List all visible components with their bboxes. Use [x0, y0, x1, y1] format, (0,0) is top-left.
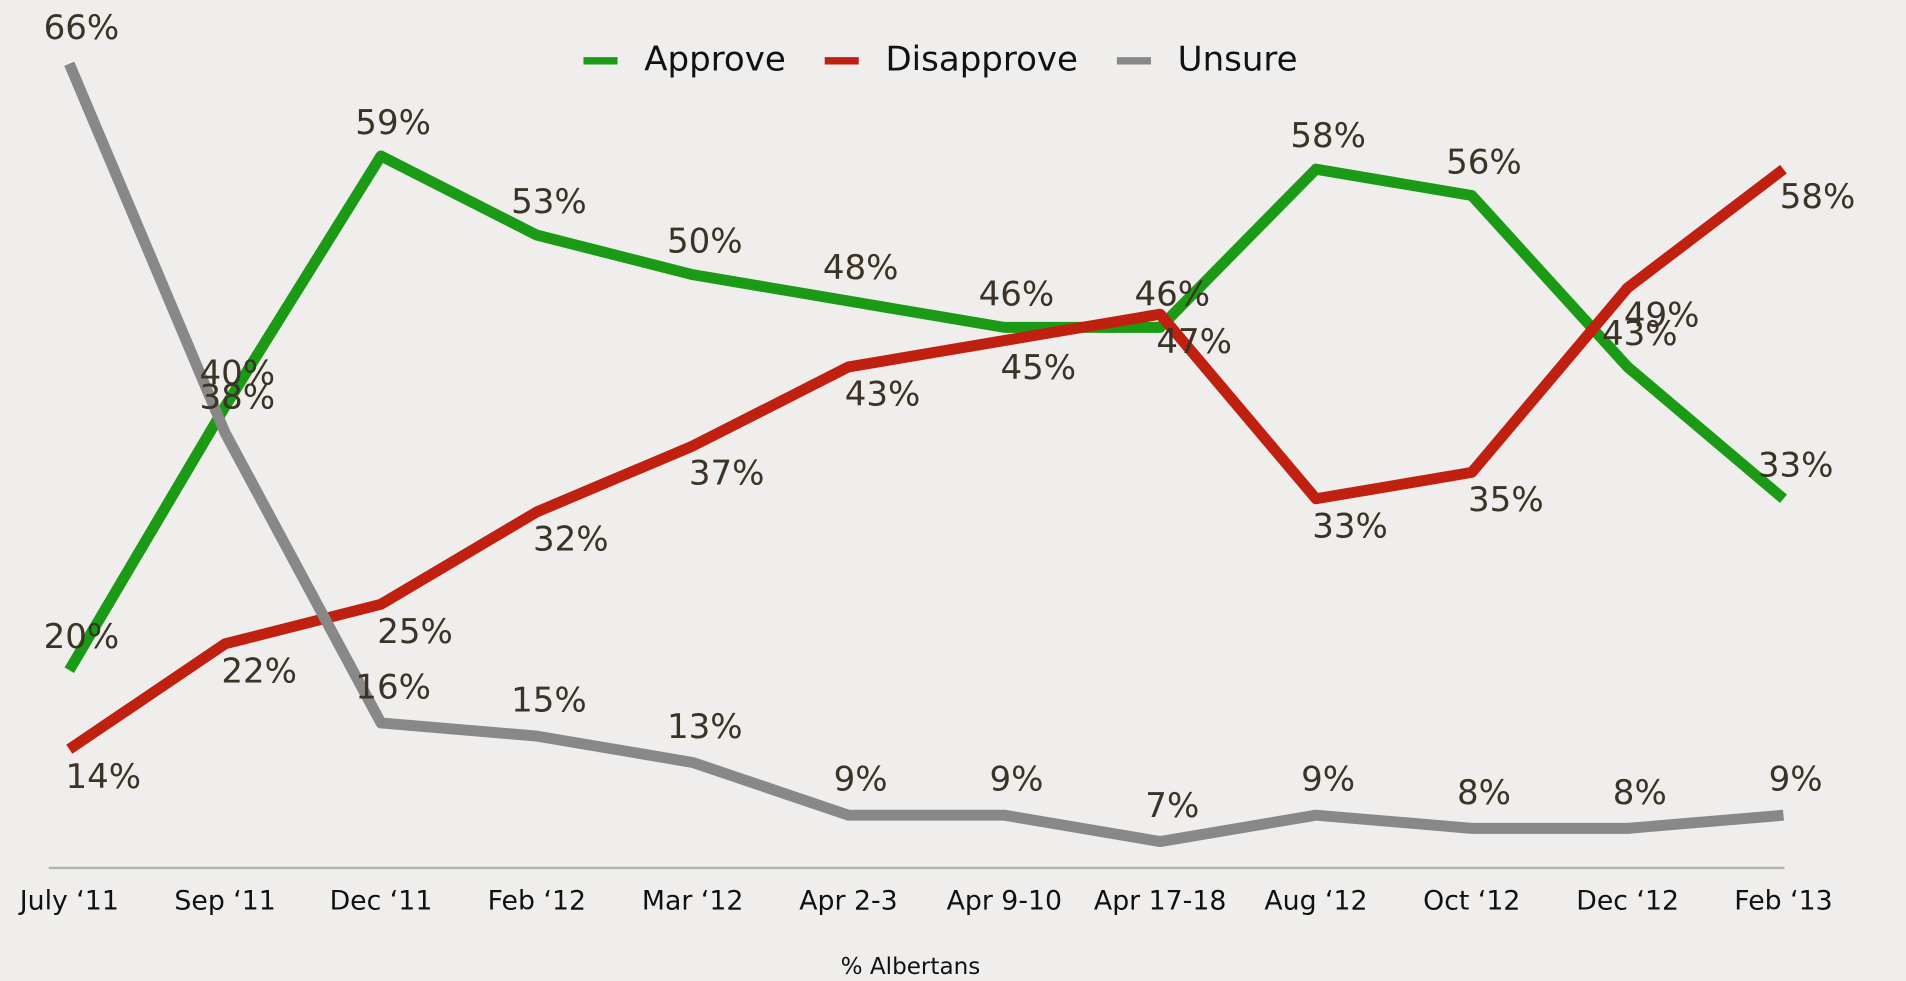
data-label: 32% — [533, 520, 609, 560]
data-label: 14% — [66, 757, 142, 797]
data-label: 58% — [1780, 177, 1856, 217]
legend-label: Approve — [644, 39, 786, 79]
data-label: 33% — [1312, 506, 1388, 546]
x-tick-label: Apr 2-3 — [799, 885, 897, 916]
data-label: 43% — [845, 375, 921, 415]
series-line — [66, 164, 1787, 754]
x-tick-label: Sep ‘11 — [174, 885, 275, 916]
data-label: 53% — [511, 182, 587, 222]
data-label: 50% — [667, 222, 743, 262]
data-label: 35% — [1468, 480, 1544, 520]
x-tick-label: July ‘11 — [18, 885, 119, 916]
data-label: 40% — [199, 353, 275, 393]
data-label: 37% — [689, 454, 765, 494]
data-label: 15% — [511, 681, 587, 721]
data-label: 66% — [44, 8, 120, 48]
x-tick-label: Dec ‘11 — [330, 885, 433, 916]
data-label: 9% — [989, 760, 1043, 800]
data-label: 48% — [823, 248, 899, 288]
data-label: 49% — [1624, 296, 1700, 336]
data-label: 33% — [1758, 446, 1834, 486]
x-axis-label: % Albertans — [841, 954, 981, 980]
data-label: 9% — [1769, 760, 1823, 800]
data-label: 8% — [1457, 773, 1511, 813]
data-label: 8% — [1613, 773, 1667, 813]
data-label: 25% — [377, 612, 453, 652]
data-label: 43% — [1602, 314, 1678, 354]
x-tick-label: Mar ‘12 — [642, 885, 743, 916]
x-tick-label: Oct ‘12 — [1423, 885, 1520, 916]
data-label: 13% — [667, 707, 743, 747]
x-tick-label: Apr 9-10 — [947, 885, 1062, 916]
data-label: 38% — [199, 377, 275, 417]
x-tick-label: Aug ‘12 — [1264, 885, 1367, 916]
data-label: 9% — [834, 760, 888, 800]
data-label: 9% — [1301, 760, 1355, 800]
x-tick-label: Apr 17-18 — [1094, 885, 1226, 916]
data-label: 16% — [355, 667, 431, 707]
data-label: 58% — [1290, 116, 1366, 156]
legend-label: Unsure — [1178, 39, 1298, 79]
data-label: 22% — [221, 651, 297, 691]
data-label: 7% — [1145, 786, 1199, 826]
data-label: 46% — [979, 274, 1055, 314]
x-tick-label: Feb ‘12 — [488, 885, 586, 916]
x-tick-label: Dec ‘12 — [1576, 885, 1679, 916]
data-label: 46% — [1134, 274, 1210, 314]
data-label: 45% — [1001, 348, 1077, 388]
series-line — [64, 150, 1788, 673]
data-label: 47% — [1156, 322, 1232, 362]
legend-label: Disapprove — [885, 39, 1078, 79]
x-tick-label: Feb ‘13 — [1734, 885, 1832, 916]
data-label: 59% — [355, 103, 431, 143]
data-label: 56% — [1446, 142, 1522, 182]
series-line — [64, 61, 1784, 848]
data-label: 20% — [44, 617, 120, 657]
